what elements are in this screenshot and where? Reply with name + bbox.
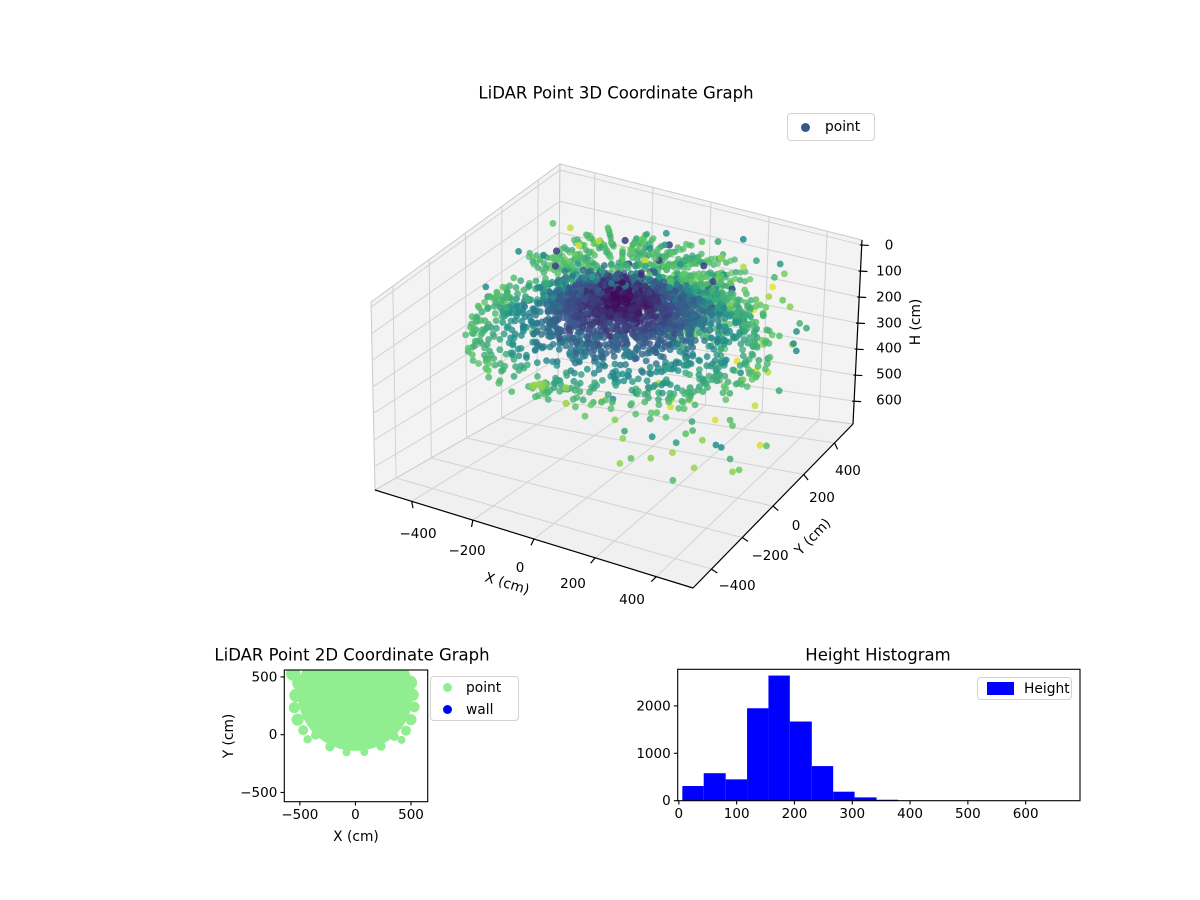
plot3d-h-tick-label: 500 <box>876 367 902 383</box>
plot3d-x-tick-label: −200 <box>448 543 485 559</box>
histogram-bar <box>682 786 704 801</box>
histogram-bar <box>768 675 790 801</box>
plot2d: −500 0 500 −500 0 500 <box>240 669 429 823</box>
plot2d-ylabel: Y (cm) <box>221 713 237 759</box>
legend-row-wall: wall <box>443 702 518 718</box>
plot3d-y-tick-label: 0 <box>792 518 801 534</box>
plot3d-y-tick-label: 400 <box>835 463 861 479</box>
plot3d-y-tick-label: 200 <box>809 490 835 506</box>
histogram-x-tick-label: 600 <box>1013 806 1039 822</box>
point-marker-icon <box>801 122 810 132</box>
plot3d-h-tick-label: 0 <box>885 238 894 254</box>
plot3d-x-tick-label: −400 <box>399 526 436 542</box>
histogram-legend: Height <box>977 677 1072 700</box>
plot2d-legend: point wall <box>430 676 519 721</box>
histogram-bar <box>833 791 855 801</box>
histogram-x-tick-label: 500 <box>955 806 981 822</box>
plot3d-zlabel: H (cm) <box>908 298 924 346</box>
histogram-x-tick-label: 400 <box>897 806 923 822</box>
plot2d-title: LiDAR Point 2D Coordinate Graph <box>214 645 490 665</box>
plot2d-point-region <box>285 670 420 757</box>
plot3d-x-tick-label: 400 <box>619 592 645 608</box>
plot2d-x-tick-label: −500 <box>281 807 318 823</box>
histogram-x-tick-label: 300 <box>839 806 865 822</box>
plot3d-h-tick-label: 400 <box>876 341 902 357</box>
plot3d-axes: −400−2000200400−400−20002004000100200300… <box>374 238 902 608</box>
plot3d-h-tick-label: 600 <box>876 393 902 409</box>
plot2d-x-tick-label: 500 <box>398 807 424 823</box>
plot3d-h-tick-label: 200 <box>876 290 902 306</box>
histogram-x-tick-label: 0 <box>675 806 684 822</box>
plot3d-x-tick-label: 0 <box>516 560 525 576</box>
histogram-bar <box>747 708 769 801</box>
legend-row-point: point <box>443 680 518 696</box>
plot3d-legend: point <box>787 113 875 141</box>
histogram-bar <box>811 766 834 801</box>
wall-marker-icon <box>443 705 452 714</box>
plot3d-y-tick-label: −400 <box>718 578 755 594</box>
histogram-bar <box>854 797 877 801</box>
histogram-y-tick-label: 1000 <box>636 746 670 762</box>
histogram-title: Height Histogram <box>805 645 951 665</box>
legend-label-height: Height <box>1024 680 1070 697</box>
plot2d-y-tick-label: 0 <box>269 727 278 743</box>
histogram-x-tick-label: 100 <box>724 806 750 822</box>
histogram-x-tick-label: 200 <box>782 806 808 822</box>
legend-label-point: point <box>825 119 861 135</box>
point-marker-icon <box>443 683 452 692</box>
legend-row-height: Height <box>987 681 1071 697</box>
histogram-bar <box>725 779 748 801</box>
histogram-bar <box>703 773 726 801</box>
plot3d-point-cloud <box>462 220 810 484</box>
plot2d-x-tick-label: 0 <box>351 807 360 823</box>
legend-label-wall: wall <box>466 701 494 718</box>
plot2d-y-tick-label: −500 <box>240 785 277 801</box>
plot3d-h-tick-label: 300 <box>876 316 902 332</box>
plot3d-title: LiDAR Point 3D Coordinate Graph <box>478 83 754 103</box>
legend-row-point: point <box>801 119 874 135</box>
histogram-bar <box>789 721 812 801</box>
legend-label-point: point <box>466 679 502 696</box>
histogram-y-tick-label: 0 <box>662 793 671 809</box>
height-marker-icon <box>987 682 1014 695</box>
plot3d-y-tick-label: −200 <box>751 548 788 564</box>
plot2d-xlabel: X (cm) <box>333 829 379 845</box>
plot2d-y-tick-label: 500 <box>252 669 278 685</box>
histogram-y-tick-label: 2000 <box>636 698 670 714</box>
plot3d-h-tick-label: 100 <box>876 264 902 280</box>
plot3d-x-tick-label: 200 <box>560 576 586 592</box>
